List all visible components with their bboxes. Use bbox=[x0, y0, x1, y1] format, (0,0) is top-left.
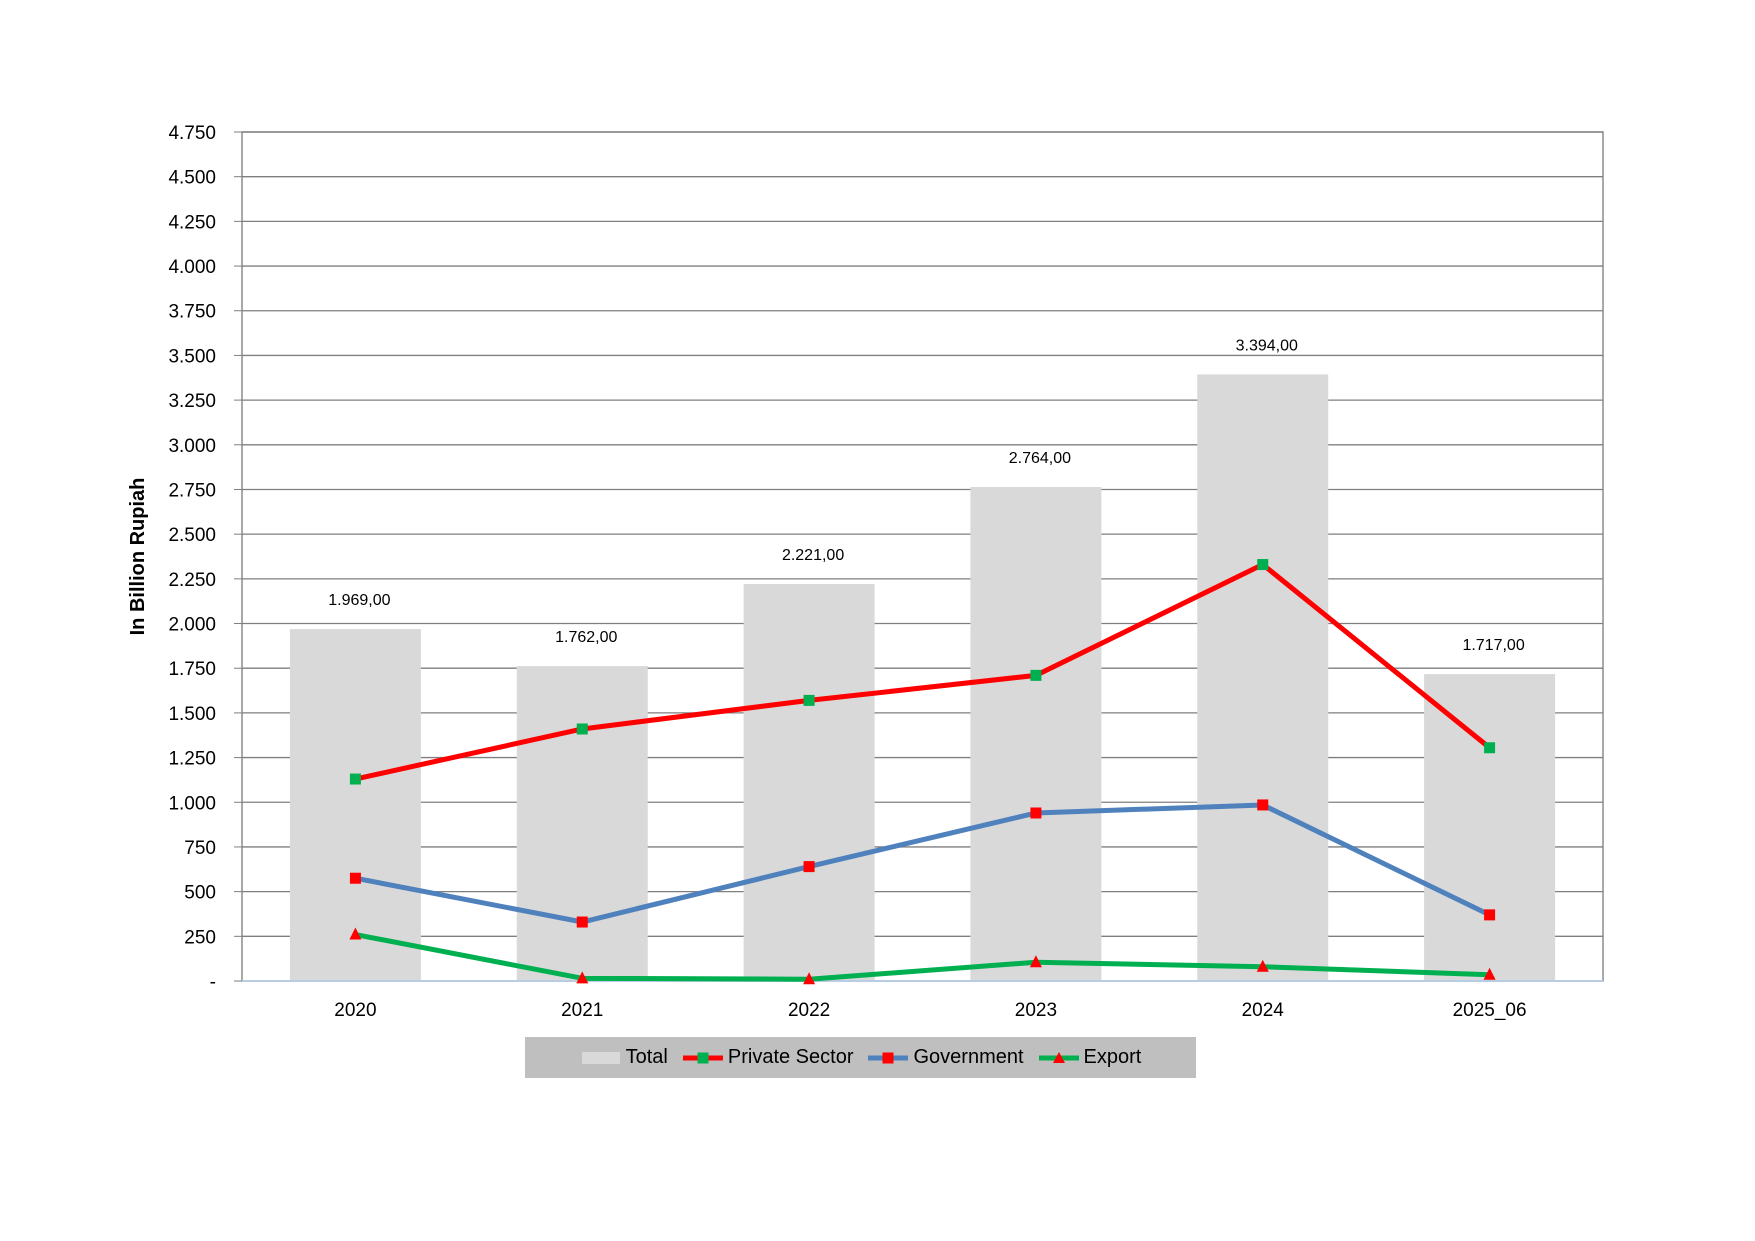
bar-total bbox=[1424, 674, 1556, 981]
y-tick-label: 1.500 bbox=[168, 704, 216, 725]
y-tick-label: 2.750 bbox=[168, 480, 216, 501]
y-tick-label: 500 bbox=[184, 883, 216, 904]
x-tick-label: 2021 bbox=[561, 1000, 603, 1021]
data-label-total: 2.764,00 bbox=[1009, 450, 1071, 467]
legend: Total Private Sector Government Export bbox=[525, 1037, 1196, 1078]
marker-export bbox=[349, 927, 362, 940]
bar-total bbox=[743, 584, 875, 981]
y-tick-label: 3.250 bbox=[168, 391, 216, 412]
bar-total bbox=[516, 666, 648, 981]
legend-swatch-government bbox=[868, 1052, 909, 1063]
data-label-total: 1.969,00 bbox=[328, 592, 390, 609]
y-tick-label: 1.750 bbox=[168, 659, 216, 680]
y-axis-label: In Billion Rupiah bbox=[127, 478, 149, 636]
marker-private-sector bbox=[349, 773, 361, 785]
legend-swatch-total bbox=[581, 1051, 620, 1064]
marker-export bbox=[1483, 967, 1496, 980]
line-government bbox=[354, 802, 1491, 925]
marker-government bbox=[1484, 909, 1496, 921]
y-tick-label: 4.500 bbox=[168, 168, 216, 189]
marker-export bbox=[1256, 959, 1269, 972]
legend-label: Government bbox=[913, 1046, 1024, 1068]
x-tick-label: 2024 bbox=[1242, 1000, 1285, 1021]
x-tick-label: 2022 bbox=[788, 1000, 830, 1021]
marker-private-sector bbox=[1257, 559, 1269, 571]
marker-government bbox=[803, 861, 815, 873]
y-tick-label: 1.000 bbox=[168, 793, 216, 814]
marker-private-sector bbox=[1484, 742, 1496, 754]
marker-export bbox=[576, 971, 589, 984]
y-tick-label: 3.000 bbox=[168, 436, 216, 457]
legend-swatch-private-sector bbox=[682, 1052, 723, 1063]
data-label-total: 2.221,00 bbox=[782, 547, 844, 564]
data-label-total: 3.394,00 bbox=[1236, 337, 1298, 354]
legend-item-private-sector: Private Sector bbox=[682, 1046, 854, 1069]
marker-private-sector bbox=[576, 723, 588, 735]
y-tick-label: 250 bbox=[184, 927, 216, 948]
marker-government bbox=[1257, 799, 1269, 811]
y-tick-label: 3.500 bbox=[168, 346, 216, 367]
data-label-total: 1.717,00 bbox=[1462, 637, 1524, 654]
line-private-sector bbox=[354, 562, 1492, 782]
legend-item-government: Government bbox=[867, 1046, 1024, 1069]
marker-private-sector bbox=[803, 694, 815, 706]
x-tick-label: 2023 bbox=[1015, 1000, 1057, 1021]
legend-label: Total bbox=[625, 1046, 668, 1068]
x-tick-label: 2025_06 bbox=[1453, 1000, 1527, 1021]
y-tick-label: 4.250 bbox=[168, 212, 216, 233]
y-tick-label: 4.750 bbox=[168, 123, 216, 144]
marker-government bbox=[1030, 807, 1042, 819]
line-export bbox=[354, 932, 1490, 982]
marker-government bbox=[349, 872, 361, 884]
y-tick-label: 1.250 bbox=[168, 749, 216, 770]
y-tick-label: 2.250 bbox=[168, 570, 216, 591]
legend-item-total: Total bbox=[580, 1046, 668, 1069]
bar-total bbox=[289, 629, 421, 981]
marker-government bbox=[576, 916, 588, 928]
legend-label: Private Sector bbox=[727, 1046, 854, 1068]
marker-export bbox=[803, 972, 816, 985]
data-label-total: 1.762,00 bbox=[555, 629, 617, 646]
y-tick-label: 4.000 bbox=[168, 257, 216, 278]
bar-total bbox=[970, 486, 1102, 981]
legend-label: Export bbox=[1083, 1046, 1142, 1068]
plot-area bbox=[241, 131, 1604, 982]
y-tick-label: 2.500 bbox=[168, 525, 216, 546]
y-tick-label: 2.000 bbox=[168, 615, 216, 636]
bar-total bbox=[1197, 374, 1329, 981]
legend-swatch-export bbox=[1038, 1051, 1079, 1063]
y-tick-label: 3.750 bbox=[168, 302, 216, 323]
marker-export bbox=[1029, 955, 1042, 968]
y-tick-label: - bbox=[210, 972, 216, 993]
y-tick-label: 750 bbox=[184, 838, 216, 859]
legend-item-export: Export bbox=[1038, 1046, 1142, 1069]
x-tick-label: 2020 bbox=[334, 1000, 376, 1021]
marker-private-sector bbox=[1030, 669, 1042, 681]
